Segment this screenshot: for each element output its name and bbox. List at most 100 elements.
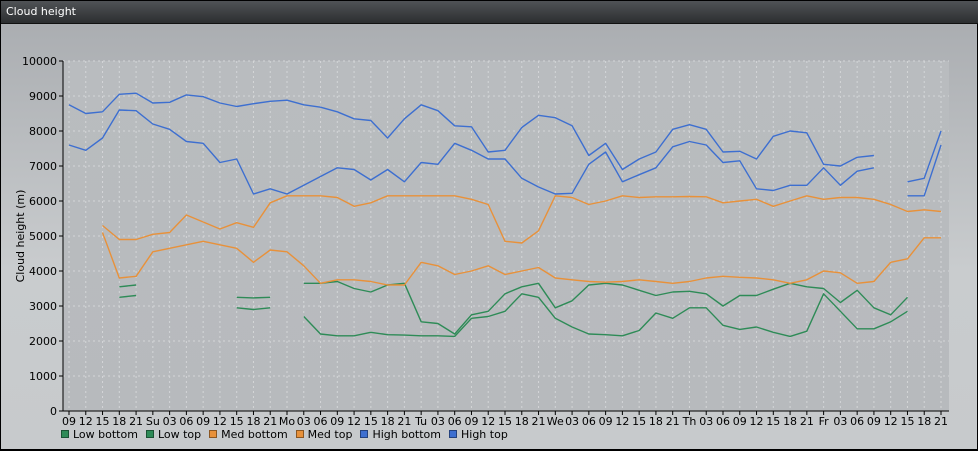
x-tick-label: 15 — [766, 415, 780, 428]
series-line-med-top — [102, 195, 942, 244]
y-axis-label: Cloud height (m) — [14, 190, 27, 283]
legend-swatch — [61, 430, 69, 438]
y-tick-label: 4000 — [29, 265, 57, 278]
plot-area — [63, 61, 949, 411]
series-line-low-top — [303, 280, 909, 335]
legend-swatch — [145, 430, 154, 438]
legend-swatch — [449, 430, 457, 438]
series-line-low-bottom — [303, 293, 908, 338]
series-line-high-bottom — [68, 109, 875, 195]
x-tick-label: 09 — [62, 415, 76, 428]
x-tick-label: 21 — [800, 415, 814, 428]
window-title: Cloud height — [6, 5, 76, 18]
y-tick-label: 2000 — [29, 335, 57, 348]
x-tick-label: 21 — [263, 415, 277, 428]
x-tick-label: 21 — [397, 415, 411, 428]
x-tick-label: 12 — [347, 415, 361, 428]
x-axis-ticks: 09 12 15 18 21 Su 03 06 09 12 15 18 21 Mo 03 06 09 12 15 18… — [62, 411, 948, 428]
x-tick-label: 03 — [163, 415, 177, 428]
x-tick-label: 12 — [750, 415, 764, 428]
legend-label: Med top — [307, 427, 353, 441]
x-tick-label: 15 — [364, 415, 378, 428]
x-tick-label: Mo — [279, 415, 295, 428]
x-tick-label: 06 — [716, 415, 730, 428]
series-line-low-top — [119, 284, 137, 288]
x-tick-label: 18 — [381, 415, 395, 428]
legend-label: Low bottom — [73, 427, 138, 441]
series-line-high-bottom — [907, 144, 942, 197]
x-tick-label: 18 — [783, 415, 797, 428]
legend-swatch — [209, 430, 218, 438]
x-tick-label: 12 — [615, 415, 629, 428]
series-line-high-top — [68, 92, 874, 171]
x-tick-label: 12 — [79, 415, 93, 428]
x-tick-label: 03 — [297, 415, 311, 428]
x-tick-label: 06 — [314, 415, 328, 428]
x-tick-label: Th — [682, 415, 697, 428]
x-tick-label: 21 — [532, 415, 546, 428]
x-tick-label: 15 — [230, 415, 244, 428]
y-tick-label: 8000 — [29, 125, 57, 138]
y-tick-label: 6000 — [29, 195, 57, 208]
x-tick-label: 21 — [666, 415, 680, 428]
x-tick-label: 06 — [582, 415, 596, 428]
x-tick-label: 18 — [246, 415, 260, 428]
legend-label: High bottom — [372, 427, 441, 441]
x-tick-label: 18 — [112, 415, 126, 428]
legend-item-high-bottom[interactable]: High bottom — [360, 427, 441, 441]
legend-item-med-top[interactable]: Med top — [295, 427, 353, 441]
x-tick-label: 09 — [330, 415, 344, 428]
x-tick-label: Fr — [819, 415, 830, 428]
x-tick-label: 03 — [565, 415, 579, 428]
series-line-med-bottom — [101, 232, 941, 286]
legend-swatch — [360, 430, 369, 438]
x-tick-label: 15 — [632, 415, 646, 428]
x-tick-label: 12 — [884, 415, 898, 428]
grid-lines — [63, 60, 949, 411]
series-line-low-bottom — [236, 307, 271, 311]
x-tick-label: 15 — [96, 415, 110, 428]
x-tick-label: 21 — [129, 415, 143, 428]
series-line-low-top — [236, 296, 271, 299]
y-tick-label: 0 — [50, 405, 57, 418]
y-tick-label: 9000 — [29, 90, 57, 103]
x-tick-label: 09 — [599, 415, 613, 428]
legend-item-med-bottom[interactable]: Med bottom — [209, 427, 288, 441]
y-tick-label: 5000 — [29, 230, 57, 243]
series-line-high-top — [907, 130, 942, 183]
x-tick-label: 09 — [733, 415, 747, 428]
y-tick-label: 7000 — [29, 160, 57, 173]
x-tick-label: 18 — [917, 415, 931, 428]
x-tick-label: Tu — [414, 415, 427, 428]
x-tick-label: We — [547, 415, 564, 428]
series-line-low-bottom — [119, 294, 137, 298]
x-tick-label: 06 — [179, 415, 193, 428]
x-tick-label: 09 — [196, 415, 210, 428]
x-tick-label: 15 — [900, 415, 914, 428]
legend: Low bottom Low top Med bottom Med top High b… — [61, 427, 508, 441]
x-tick-label: 09 — [464, 415, 478, 428]
legend-item-high-top[interactable]: High top — [449, 427, 508, 441]
legend-label: Low top — [157, 427, 202, 441]
y-tick-label: 10000 — [22, 55, 57, 68]
x-tick-label: 21 — [934, 415, 948, 428]
title-bar: Cloud height — [1, 1, 978, 24]
x-tick-label: 06 — [850, 415, 864, 428]
x-tick-label: 15 — [498, 415, 512, 428]
y-axis-ticks: 0 1000 2000 3000 4000 5000 6000 7000 8000 9000 100… — [22, 55, 63, 418]
legend-label: High top — [461, 427, 508, 441]
x-tick-label: 12 — [481, 415, 495, 428]
x-tick-label: 06 — [448, 415, 462, 428]
x-tick-label: 18 — [649, 415, 663, 428]
series-lines — [68, 92, 942, 338]
legend-item-low-bottom[interactable]: Low bottom — [61, 427, 138, 441]
legend-label: Med bottom — [221, 427, 288, 441]
x-tick-label: 03 — [699, 415, 713, 428]
x-tick-label: 18 — [515, 415, 529, 428]
x-tick-label: Su — [146, 415, 160, 428]
x-tick-label: 09 — [867, 415, 881, 428]
x-tick-label: 03 — [431, 415, 445, 428]
x-tick-label: 12 — [213, 415, 227, 428]
legend-item-low-top[interactable]: Low top — [145, 427, 202, 441]
